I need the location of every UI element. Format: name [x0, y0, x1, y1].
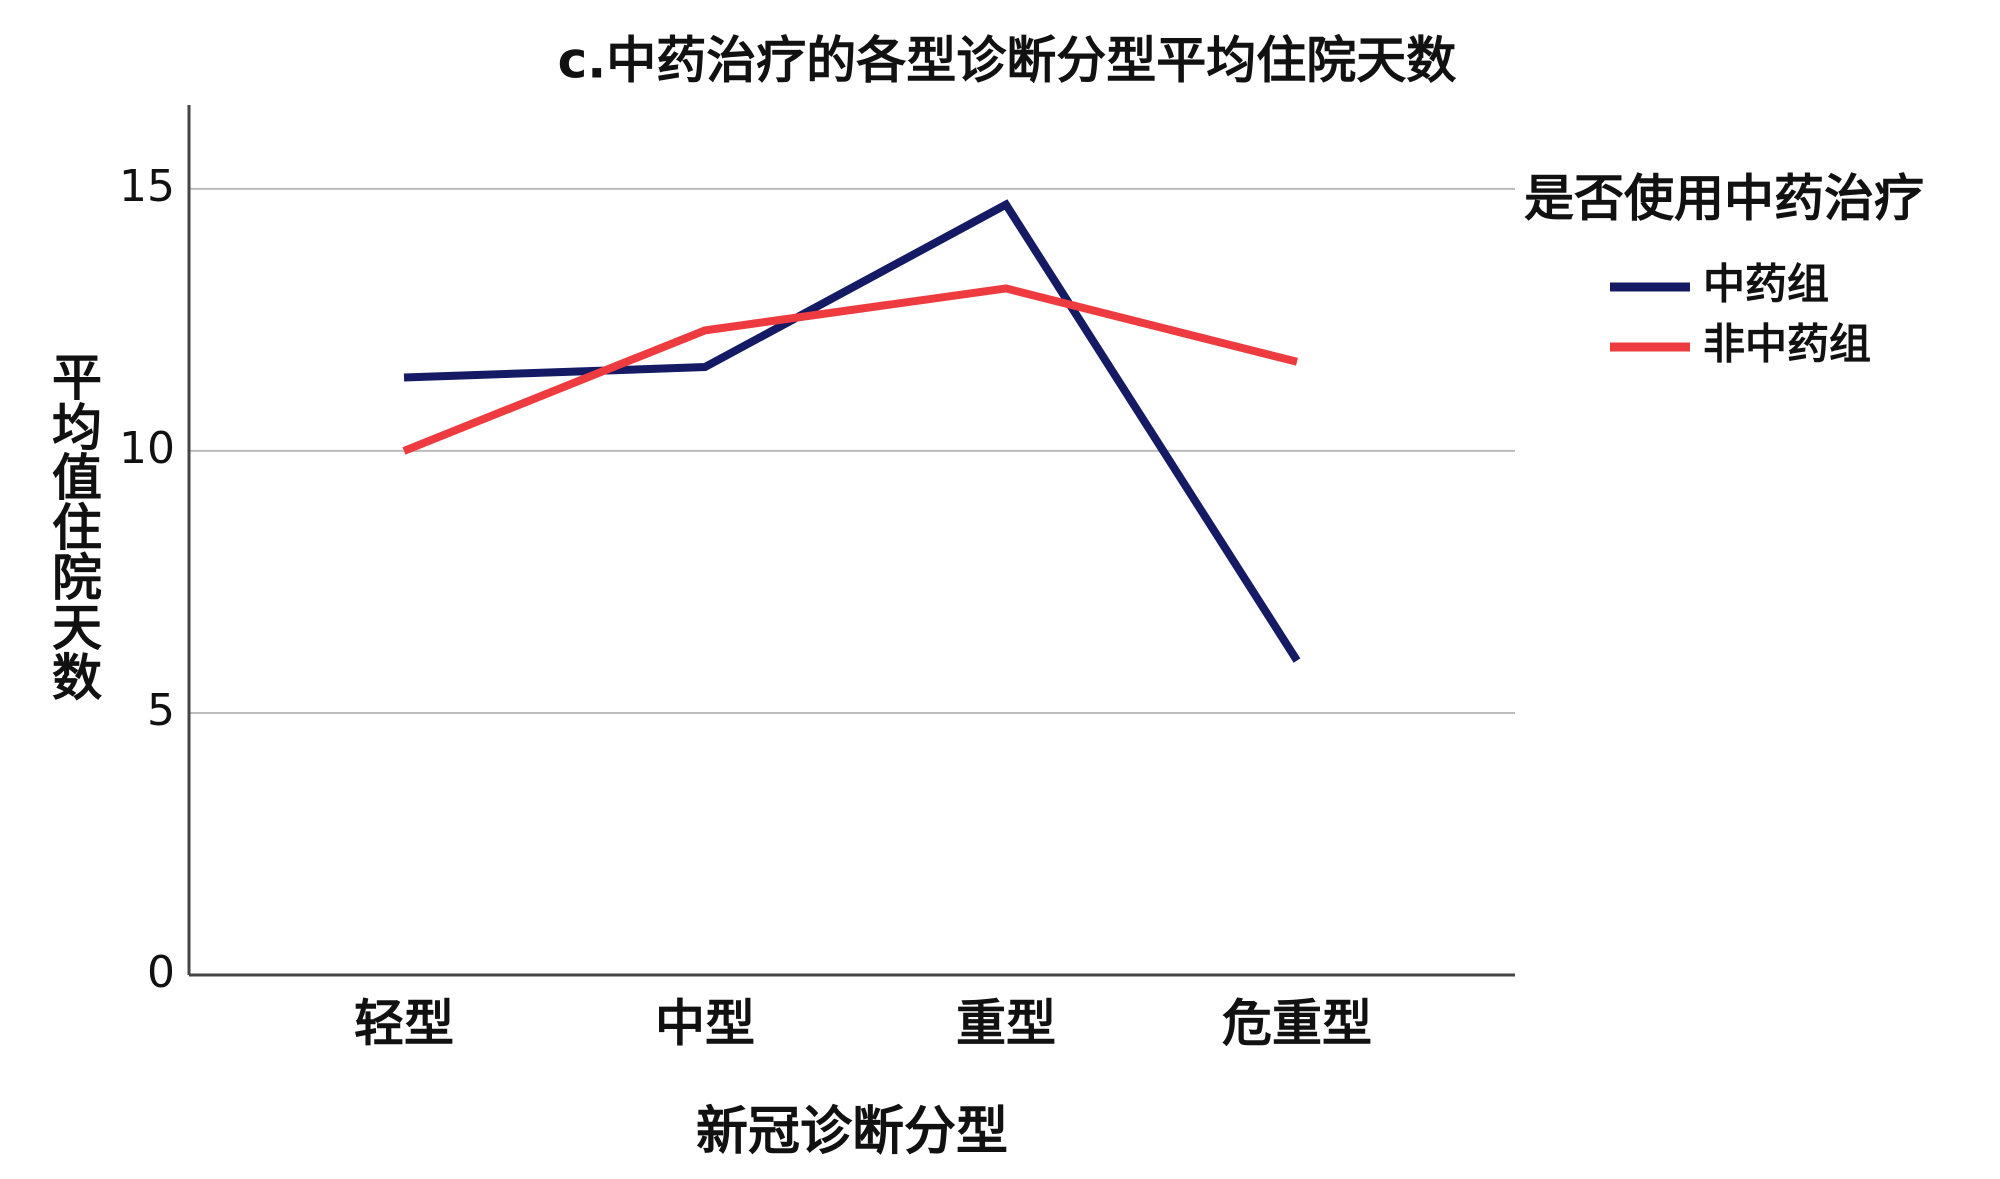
y-tick-label: 15 — [119, 161, 175, 212]
y-axis-label: 平均值住院天数 — [44, 351, 102, 701]
y-tick-label: 5 — [147, 685, 175, 736]
data-line — [403, 199, 1301, 663]
data-line — [402, 284, 1298, 455]
legend-label: 非中药组 — [1703, 320, 1871, 369]
x-tick-label: 中型 — [655, 995, 755, 1053]
y-tick-label: 10 — [119, 423, 175, 474]
x-axis-label: 新冠诊断分型 — [696, 1102, 1008, 1162]
chart-title: c.中药治疗的各型诊断分型平均住院天数 — [558, 32, 1457, 90]
x-tick-label: 轻型 — [354, 995, 454, 1053]
y-tick-label: 0 — [147, 947, 175, 998]
x-tick-label: 重型 — [956, 995, 1056, 1053]
x-tick-label: 危重型 — [1222, 995, 1372, 1053]
legend-title: 是否使用中药治疗 — [1524, 170, 1924, 228]
legend-label: 中药组 — [1703, 260, 1829, 309]
